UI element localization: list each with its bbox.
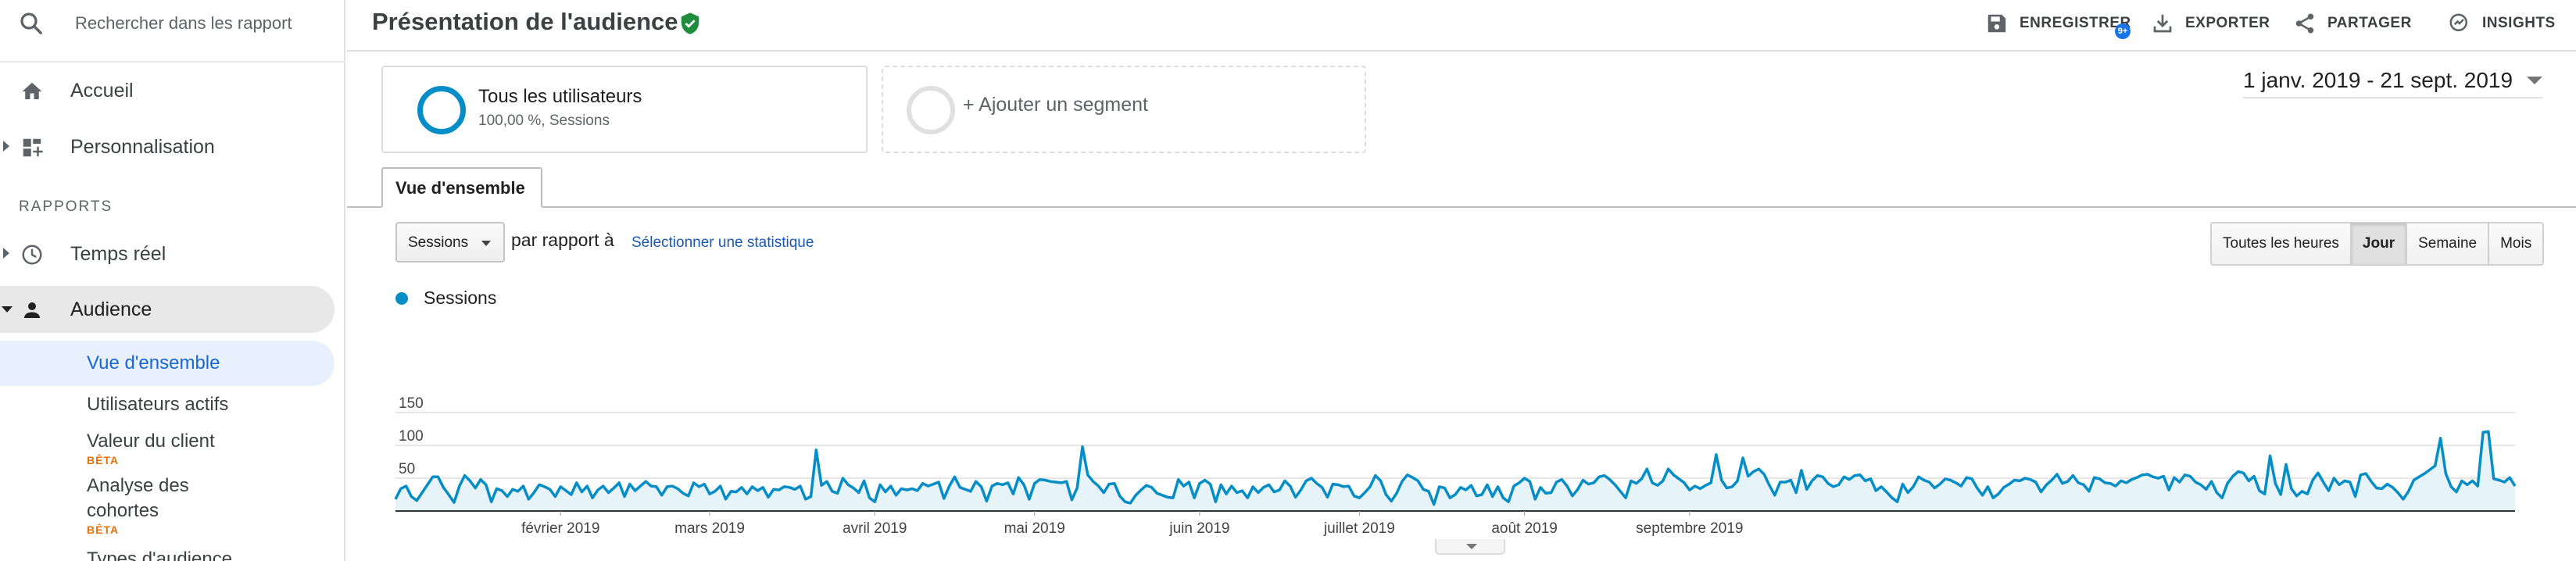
date-range-picker[interactable]: 1 janv. 2019 - 21 sept. 2019 [2243,64,2543,98]
chevron-down-icon [1466,544,1477,549]
export-button[interactable]: EXPORTER [2151,9,2270,38]
share-button[interactable]: PARTAGER [2293,9,2412,38]
sessions-chart[interactable]: 50 100 150 février 2019 mars 2019 avril 2019 m… [347,305,2576,561]
x-tick-label: juin 2019 [1168,520,1229,537]
insights-button[interactable]: INSIGHTS [2448,9,2556,38]
compare-label: par rapport à [511,230,614,250]
sidebar-subitem-cohort-analysis[interactable]: Analyse des cohortes BÊTA [0,475,335,538]
report-header: Présentation de l'audience ENREGISTRER E… [347,0,2576,52]
legend-series-label: Sessions [424,288,497,308]
beta-badge: BÊTA [87,454,120,466]
segment-ring-icon [907,86,955,134]
dashboard-icon [23,138,43,157]
page-title: Présentation de l'audience [372,8,678,35]
dropdown-arrow-icon [2527,77,2543,84]
sidebar-item-realtime[interactable]: Temps réel [0,230,335,277]
x-tick-label: juillet 2019 [1323,520,1395,537]
tab-label: Vue d'ensemble [395,178,525,198]
tab-bar-line [347,206,2576,208]
insights-icon [2449,13,2467,31]
x-tick-label: avril 2019 [843,520,907,537]
chart-legend: Sessions [395,288,496,309]
add-segment-label: + Ajouter un segment [963,94,1148,116]
collapse-caret-icon [2,306,13,313]
x-tick-label: août 2019 [1491,520,1558,537]
save-button[interactable]: ENREGISTRER [1985,9,2131,38]
x-tick-label: février 2019 [521,520,599,537]
save-icon [1987,14,2006,33]
date-range-label: 1 janv. 2019 - 21 sept. 2019 [2243,68,2513,92]
sidebar-item-audience[interactable]: Audience [0,286,335,333]
sidebar-subitem-overview[interactable]: Vue d'ensemble [0,341,335,386]
insights-count-badge: 9+ [2115,23,2131,39]
sidebar-item-customization[interactable]: Personnalisation [0,123,335,170]
period-month-button[interactable]: Mois [2489,223,2543,264]
period-hourly-button[interactable]: Toutes les heures [2212,223,2352,264]
sidebar-item-home[interactable]: Accueil [0,67,335,114]
sidebar-subitem-lifetime-value[interactable]: Valeur du client BÊTA [0,431,335,470]
sidebar-item-label: Personnalisation [70,135,215,158]
sidebar-subitem-active-users[interactable]: Utilisateurs actifs [0,392,335,423]
clock-icon [22,245,42,265]
add-segment-button[interactable]: + Ajouter un segment [882,66,1366,153]
verified-shield-icon [681,13,699,34]
sidebar-subitem-label: Vue d'ensemble [87,352,220,373]
chart-collapse-handle[interactable] [1435,539,1505,555]
x-tick-label: septembre 2019 [1636,520,1743,537]
series-area [395,431,2515,511]
segment-detail: 100,00 %, Sessions [478,113,610,129]
period-week-button[interactable]: Semaine [2407,223,2490,264]
x-tick-label: mai 2019 [1004,520,1065,537]
search-input[interactable] [75,8,309,39]
metric-select[interactable]: Sessions [395,222,505,263]
sidebar-item-label: Accueil [70,79,134,102]
expand-caret-icon [3,248,9,259]
section-label-reports: RAPPORTS [19,198,113,215]
period-day-button[interactable]: Jour [2351,223,2408,264]
save-button-label: ENREGISTRER [2020,15,2131,31]
legend-dot [395,291,408,305]
series-line-sessions [394,430,2517,506]
dropdown-arrow-icon [481,241,491,246]
sidebar-subitem-label: Valeur du client [87,431,215,452]
segment-all-users[interactable]: Tous les utilisateurs 100,00 %, Sessions [381,66,868,153]
sidebar-item-label: Temps réel [70,242,166,265]
sidebar-item-label: Audience [70,298,152,320]
sidebar: Accueil Personnalisation RAPPORTS Temps … [0,0,345,561]
segment-ring-icon [417,86,466,134]
share-button-label: PARTAGER [2327,15,2412,31]
sidebar-subitem-audience-types[interactable]: Types d'audience [0,547,335,561]
x-tick-label: mars 2019 [674,520,745,537]
person-icon [24,302,40,318]
y-tick-label: 100 [399,428,424,445]
download-icon [2153,14,2172,33]
beta-badge: BÊTA [87,523,120,536]
sidebar-subitem-label: Types d'audience [87,548,233,561]
expand-caret-icon [3,141,9,152]
y-tick-label: 50 [399,461,415,477]
segment-name: Tous les utilisateurs [478,86,642,107]
insights-button-label: INSIGHTS [2482,15,2556,31]
sidebar-subitem-label: Utilisateurs actifs [87,394,229,415]
metric-select-value: Sessions [408,234,469,251]
tab-overview[interactable]: Vue d'ensemble [381,167,542,208]
y-tick-label: 150 [399,395,424,412]
export-button-label: EXPORTER [2185,15,2270,31]
period-toggle-group: Toutes les heures Jour Semaine Mois [2210,222,2545,266]
sidebar-subitem-label: Analyse des cohortes [87,475,189,521]
share-icon [2295,13,2314,34]
search-icon[interactable] [17,9,45,38]
select-statistic-link[interactable]: Sélectionner une statistique [631,234,814,251]
search-bar [0,0,345,63]
home-icon [22,82,42,99]
